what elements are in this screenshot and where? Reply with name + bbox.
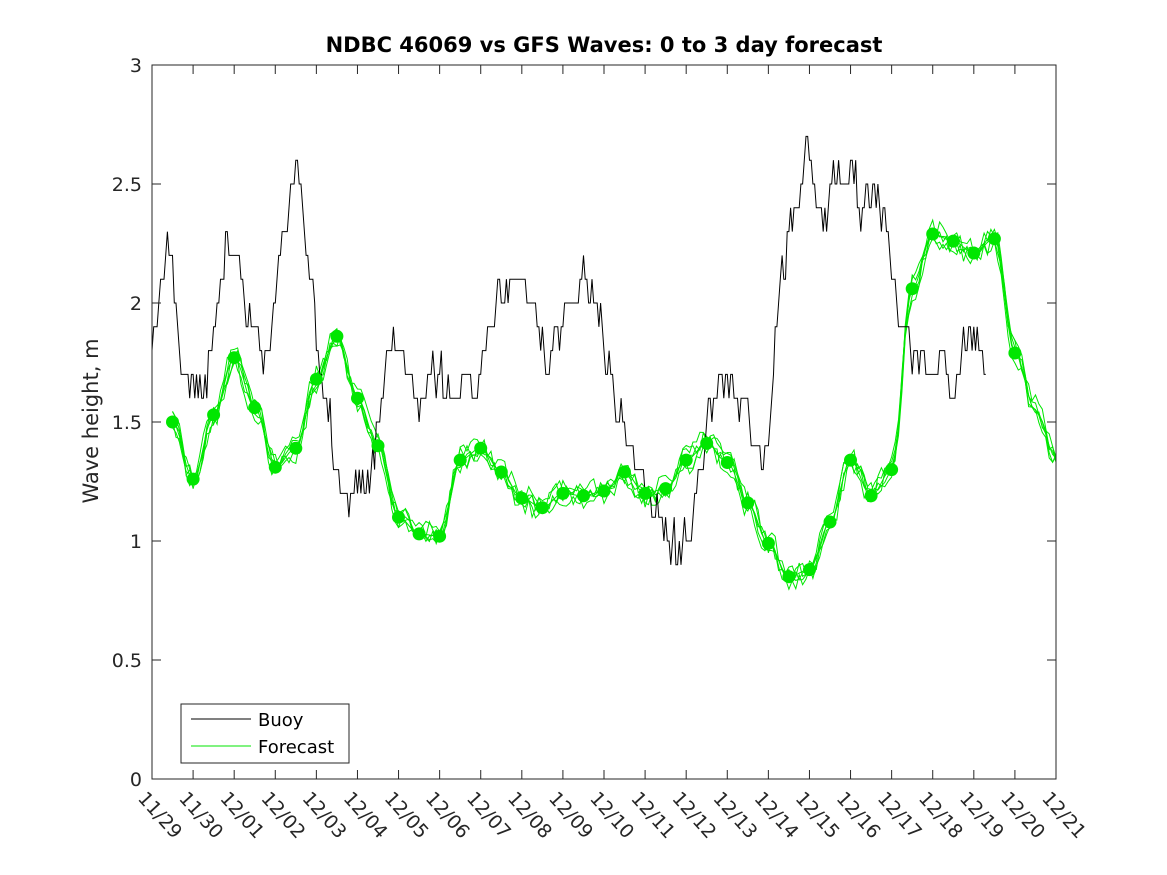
forecast-marker xyxy=(494,465,508,479)
forecast-marker xyxy=(926,227,940,241)
forecast-marker xyxy=(741,496,755,510)
forecast-marker xyxy=(987,232,1001,246)
y-axis-label: Wave height, m xyxy=(79,338,103,503)
forecast-marker xyxy=(844,453,857,467)
forecast-marker xyxy=(803,563,816,577)
forecast-marker xyxy=(967,246,981,260)
forecast-marker xyxy=(864,489,878,503)
legend: Buoy Forecast xyxy=(180,703,350,764)
forecast-marker xyxy=(700,436,714,450)
forecast-marker xyxy=(618,465,631,479)
forecast-marker xyxy=(371,439,385,453)
forecast-marker xyxy=(248,401,262,415)
forecast-marker xyxy=(474,441,488,455)
forecast-marker xyxy=(412,527,426,541)
chart-title: NDBC 46069 vs GFS Waves: 0 to 3 day fore… xyxy=(326,33,883,57)
forecast-marker xyxy=(577,489,590,503)
forecast-marker xyxy=(761,536,775,550)
forecast-marker xyxy=(166,415,179,429)
forecast-marker xyxy=(453,453,467,467)
y-tick-label: 1 xyxy=(130,531,142,553)
forecast-marker xyxy=(823,515,837,529)
forecast-marker xyxy=(289,441,303,455)
forecast-marker xyxy=(638,486,652,500)
forecast-marker xyxy=(351,391,364,405)
legend-forecast-label: Forecast xyxy=(258,737,334,758)
forecast-marker xyxy=(227,351,241,365)
forecast-marker xyxy=(720,456,734,469)
forecast-marker xyxy=(515,491,529,505)
legend-box xyxy=(180,703,350,764)
buoy-line xyxy=(151,135,986,566)
y-tick-label: 0.5 xyxy=(112,650,142,672)
forecast-marker xyxy=(597,484,611,498)
y-tick-label: 2.5 xyxy=(112,174,142,196)
forecast-marker xyxy=(535,501,549,515)
forecast-marker xyxy=(1008,346,1022,360)
forecast-marker xyxy=(268,460,282,474)
forecast-marker xyxy=(679,453,693,467)
y-tick-label: 1.5 xyxy=(112,412,142,434)
y-tick-label: 3 xyxy=(130,55,142,77)
forecast-marker xyxy=(207,408,221,422)
forecast-marker xyxy=(659,482,673,496)
forecast-marker xyxy=(556,486,570,500)
forecast-marker xyxy=(782,570,796,584)
forecast-marker xyxy=(330,329,344,343)
y-tick-label: 0 xyxy=(130,769,142,791)
forecast-marker xyxy=(433,529,447,543)
forecast-marker xyxy=(186,472,200,486)
forecast-marker xyxy=(946,234,960,248)
legend-buoy-label: Buoy xyxy=(258,710,304,731)
y-tick-label: 2 xyxy=(130,293,142,315)
forecast-marker xyxy=(309,372,323,386)
forecast-marker xyxy=(905,282,919,296)
plot-background xyxy=(152,65,1056,779)
forecast-marker xyxy=(392,510,405,524)
forecast-marker xyxy=(885,463,899,477)
